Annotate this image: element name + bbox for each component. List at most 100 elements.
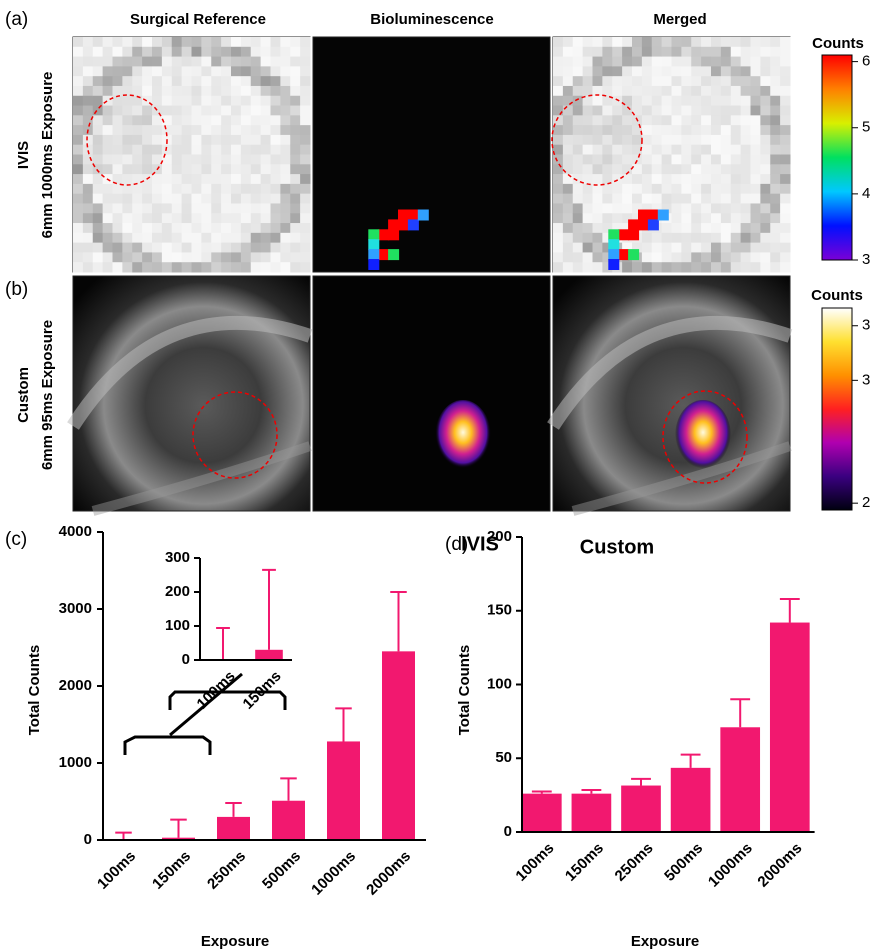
image-pixel (701, 183, 712, 195)
colorbar-tick-label: 37 (862, 317, 870, 334)
image-pixel (740, 85, 751, 97)
image-pixel (612, 95, 623, 107)
image-pixel (701, 262, 712, 273)
bar (571, 793, 612, 832)
image-pixel (270, 193, 281, 204)
image-pixel (562, 203, 574, 214)
image-pixel (691, 164, 702, 175)
image-pixel (671, 115, 682, 126)
image-pixel (720, 95, 732, 107)
image-pixel (250, 125, 262, 136)
image-pixel (201, 95, 212, 107)
image-pixel (770, 193, 781, 204)
image-pixel (92, 125, 104, 136)
image-pixel (582, 95, 593, 107)
image-pixel (221, 56, 232, 67)
image-pixel (720, 134, 732, 146)
image-pixel (562, 85, 574, 97)
image-pixel (622, 144, 633, 155)
image-pixel (112, 56, 123, 67)
image-pixel (691, 115, 702, 126)
image-pixel (102, 213, 113, 224)
image-pixel (122, 154, 133, 165)
image-pixel (730, 76, 742, 87)
image-pixel (622, 262, 633, 273)
image-pixel (701, 223, 712, 234)
image-pixel (641, 154, 653, 165)
image-pixel (641, 164, 653, 175)
image-pixel (740, 46, 751, 58)
image-pixel (602, 85, 613, 97)
panel-label: (c) (5, 529, 27, 550)
image-pixel (270, 76, 281, 87)
image-pixel (760, 46, 771, 58)
image-pixel (260, 115, 271, 126)
image-pixel (701, 105, 712, 116)
image-pixel (661, 37, 672, 48)
image-pixel (102, 193, 113, 204)
image-pixel (181, 56, 192, 67)
image-pixel (122, 125, 133, 136)
image-pixel (300, 213, 311, 224)
image-pixel (152, 232, 163, 244)
signal-pixel (378, 249, 390, 261)
image-pixel (231, 76, 242, 87)
image-pixel (240, 164, 252, 175)
image-pixel (780, 203, 791, 214)
image-pixel (553, 193, 564, 204)
image-pixel (553, 213, 564, 224)
image-pixel (671, 252, 682, 263)
image-pixel (211, 66, 222, 77)
image-pixel (300, 154, 311, 165)
image-pixel (280, 66, 291, 77)
image-pixel (582, 105, 593, 116)
eyelid (67, 315, 313, 430)
image-pixel (280, 213, 291, 224)
image-pixel (260, 174, 271, 185)
image-pixel (760, 105, 771, 116)
image-pixel (641, 144, 653, 155)
image-pixel (231, 125, 242, 136)
image-pixel (132, 66, 143, 77)
image-pixel (632, 37, 643, 48)
image-pixel (572, 232, 584, 244)
image-pixel (641, 174, 653, 185)
image-pixel (553, 144, 564, 155)
eyelid (91, 441, 312, 516)
image-pixel (191, 76, 202, 87)
image-pixel (290, 223, 301, 234)
image-pixel (641, 183, 653, 195)
image-pixel (132, 125, 143, 136)
image-pixel (671, 213, 682, 224)
y-tick-label: 4000 (59, 523, 92, 540)
x-tick-label: 150ms (149, 848, 194, 893)
image-pixel (142, 134, 153, 146)
image-pixel (240, 56, 252, 67)
image-pixel (73, 134, 84, 146)
signal-pixel (407, 209, 419, 221)
image-pixel (191, 105, 202, 116)
image-pixel (161, 213, 173, 224)
image-pixel (661, 134, 672, 146)
image-pixel (720, 76, 732, 87)
image-pixel (300, 183, 311, 195)
image-pixel (240, 183, 252, 195)
image-pixel (92, 242, 104, 253)
image-pixel (582, 66, 593, 77)
image-pixel (681, 262, 692, 273)
image-pixel (750, 85, 761, 97)
image-pixel (622, 85, 633, 97)
image-pixel (161, 105, 173, 116)
image-pixel (161, 125, 173, 136)
image-pixel (73, 66, 84, 77)
image-pixel (221, 46, 232, 58)
image-pixel (300, 115, 311, 126)
image-pixel (622, 203, 633, 214)
image-pixel (632, 174, 643, 185)
image-pixel (622, 115, 633, 126)
image-pixel (161, 95, 173, 107)
image-pixel (240, 232, 252, 244)
image-pixel (681, 85, 692, 97)
error-bar (170, 818, 187, 838)
